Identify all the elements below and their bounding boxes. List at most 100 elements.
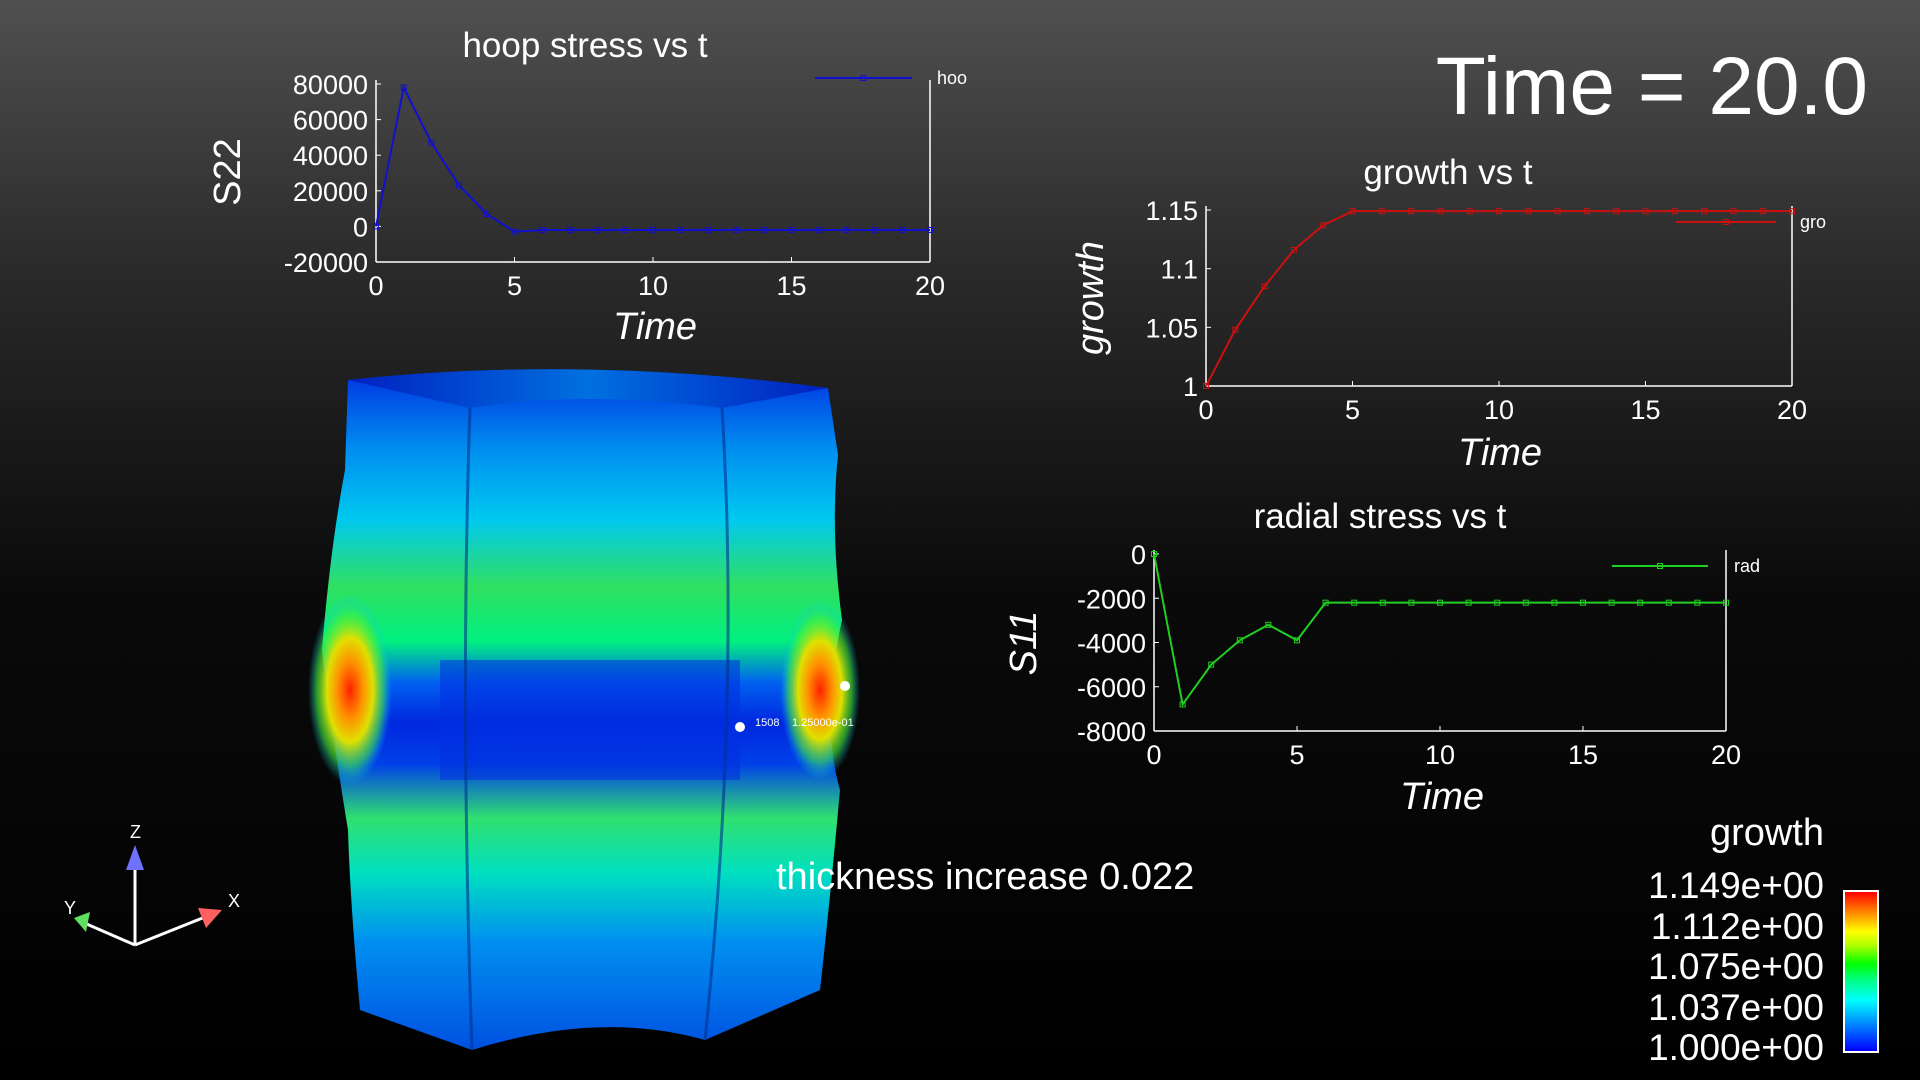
growth-x-tick-label: 5 [1345,395,1360,425]
growth-data-point [1290,246,1297,253]
hoop-chart-ylabel: S22 [207,138,249,206]
tube-edge-left [463,407,474,1051]
hoop-data-point [705,226,712,233]
radial-data-point [1637,599,1644,606]
radial-data-point [1608,599,1615,606]
hoop-y-tick-label: 0 [353,212,368,242]
hoop-data-point [650,226,656,233]
radial-data-point [1580,599,1586,606]
radial-series-line [1153,553,1726,707]
colorbar-tick: 1.037e+00 [1648,986,1824,1028]
growth-data-point [1203,383,1209,389]
hoop-data-point [733,226,740,233]
growth-chart-ylabel: growth [1070,241,1112,355]
growth-data-point [1378,208,1385,215]
growth-legend-label: gro [1800,212,1826,232]
radial-data-point [1694,599,1701,606]
growth-x-tick-label: 15 [1630,395,1660,425]
hoop-data-point [677,226,684,233]
radial-data-point [1265,621,1272,628]
y-arrow-icon [74,912,90,932]
hoop-data-point [400,84,407,91]
tube-top-face [348,369,828,408]
radial-y-tick-label: -8000 [1077,717,1146,747]
colorbar-tick: 1.000e+00 [1648,1027,1824,1068]
probe-point-1[interactable] [840,681,850,691]
colorbar-tick: 1.075e+00 [1648,946,1824,987]
radial-data-point [1379,599,1386,606]
radial-x-tick-label: 0 [1146,740,1161,770]
probe-id: 1508 [755,717,779,729]
hoop-y-tick-label: 40000 [293,141,368,171]
axes-triad: Z X Y [64,822,240,947]
growth-data-point [1759,208,1766,215]
growth-data-point [1789,208,1795,215]
radial-data-point [1179,701,1186,708]
growth-x-tick-label: 20 [1777,395,1807,425]
tube-edge-right [703,407,730,1041]
radial-data-point [1236,637,1243,644]
growth-y-tick-label: 1.15 [1145,196,1198,226]
hoop-data-point [594,226,601,233]
inner-band [440,660,740,780]
hoop-data-point [871,226,878,233]
hoop-data-point [622,226,629,233]
growth-y-tick-label: 1.1 [1160,255,1198,285]
hoop-data-point [899,226,906,233]
radial-data-point [1208,661,1215,668]
tube-render[interactable]: 1508 1.25000e-01 [308,369,860,1051]
time-label: Time = 20.0 [1435,41,1868,132]
hoop-data-point [483,210,490,217]
radial-data-point [1494,599,1501,606]
radial-y-tick-label: -2000 [1077,584,1146,614]
y-axis-label: Y [64,898,76,918]
radial-data-point [1437,599,1443,606]
radial-data-point [1151,551,1157,557]
growth-data-point [1671,208,1678,215]
hoop-data-point [566,226,573,233]
growth-data-point [1496,208,1502,215]
hoop-x-tick-label: 20 [915,271,945,301]
radial-data-point [1522,599,1529,606]
growth-data-point [1408,208,1415,215]
hoop-data-point [539,226,546,233]
hoop-data-point [927,226,933,233]
radial-y-tick-label: -4000 [1077,629,1146,659]
growth-legend-marker [1723,219,1729,225]
hoop-legend-label: hoo [937,68,967,88]
z-arrow-icon [126,845,144,870]
hoop-chart-title: hoop stress vs t [462,26,707,65]
growth-x-tick-label: 0 [1198,395,1213,425]
radial-legend-label: rad [1734,556,1760,576]
growth-data-point [1554,208,1561,215]
hoop-x-tick-label: 5 [507,271,522,301]
probe-value: 1.25000e-01 [792,717,854,729]
radial-y-tick-label: -6000 [1077,673,1146,703]
growth-data-point [1701,208,1708,215]
growth-chart: growth vs t Time growth 0 5 10 15 20 1 1.05 1.1… [1070,153,1826,474]
growth-data-point [1525,208,1532,215]
hoop-data-point [816,226,823,233]
hoop-y-tick-label: 80000 [293,70,368,100]
x-arrow-icon [198,908,222,928]
growth-data-point [1730,208,1737,215]
colorbar-tick: 1.112e+00 [1650,905,1824,947]
growth-series-line [1205,210,1792,387]
hoop-data-point [428,139,435,146]
hoop-data-point [843,226,850,233]
hoop-chart: hoop stress vs t Time S22 0 5 10 15 20 -20000… [207,26,967,348]
growth-data-point [1320,222,1327,229]
hoop-data-point [788,226,795,233]
colorbar-ticks: 1.149e+00 1.112e+00 1.075e+00 1.037e+00 … [1584,865,1824,1069]
radial-x-tick-label: 20 [1711,740,1741,770]
radial-chart-title: radial stress vs t [1254,497,1507,536]
colorbar [1843,890,1879,1053]
growth-chart-xlabel: Time [1458,432,1542,474]
probe-point-2[interactable] [735,722,745,732]
growth-y-tick-label: 1 [1183,372,1198,402]
hot-spot-left [308,595,392,785]
hoop-series-line [375,84,930,233]
hoop-chart-xlabel: Time [613,306,697,348]
radial-x-tick-label: 5 [1289,740,1304,770]
